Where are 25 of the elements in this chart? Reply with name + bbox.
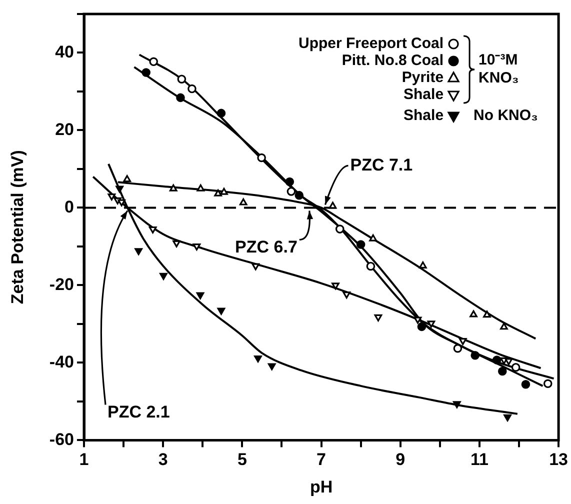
legend-label: Shale	[404, 107, 444, 124]
annotation: PZC 6.7	[235, 237, 298, 256]
annotation: PZC 7.1	[350, 155, 413, 174]
legend-label: Upper Freeport Coal	[298, 35, 444, 52]
x-tick-label: 13	[549, 450, 568, 470]
x-tick-label: 11	[470, 450, 488, 470]
y-tick-label: -40	[49, 352, 74, 372]
y-tick-label: 0	[64, 197, 74, 216]
x-tick-label: 3	[158, 450, 168, 470]
legend-label: Shale	[404, 86, 444, 104]
annotation: 10⁻³M KNO₃	[478, 52, 519, 87]
x-axis-title: pH	[310, 477, 333, 496]
annotation: No KNO₃	[474, 107, 538, 124]
annotation: PZC 2.1	[108, 402, 170, 422]
y-tick-label: -20	[49, 274, 74, 294]
x-tick-label: 9	[396, 450, 406, 470]
x-tick-label: 7	[316, 450, 326, 470]
y-tick-label: 40	[55, 42, 74, 62]
legend-label: Pitt. No.8 Coal	[342, 52, 444, 70]
x-tick-label: 5	[237, 450, 247, 470]
x-tick-label: 1	[79, 450, 89, 470]
y-tick-label: 20	[55, 120, 74, 139]
y-tick-label: -60	[49, 430, 74, 449]
legend-label: Pyrite	[402, 69, 444, 86]
y-axis-title: Zeta Potential (mV)	[8, 150, 27, 304]
